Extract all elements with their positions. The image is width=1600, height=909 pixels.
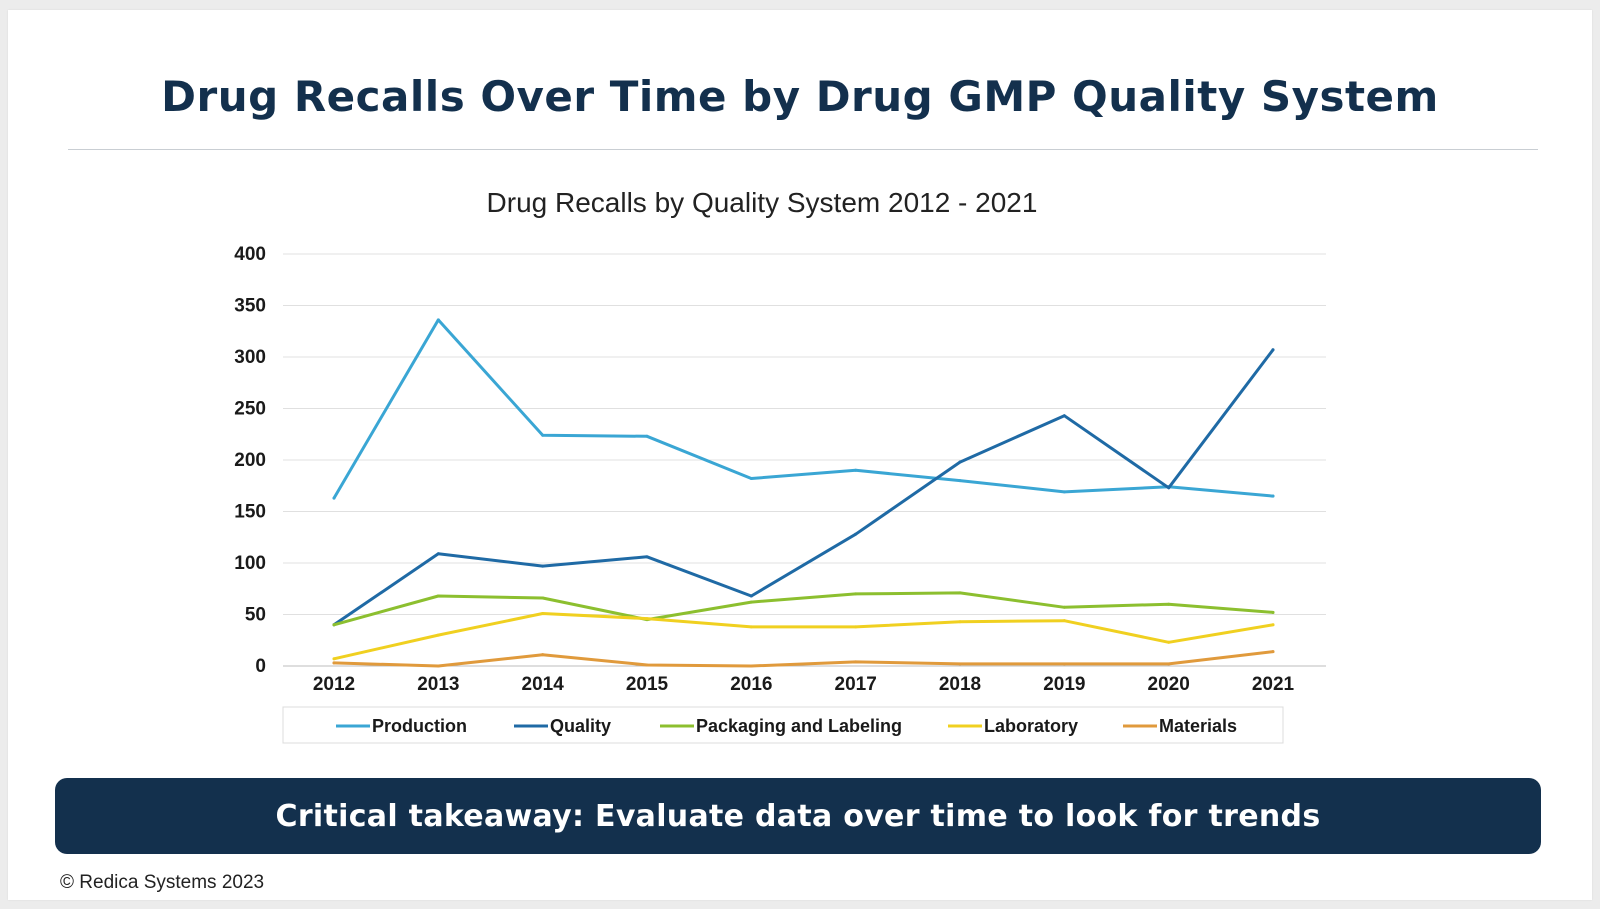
data-point-quality-2019: [1062, 414, 1066, 418]
y-tick-label: 50: [245, 605, 266, 626]
series-line-packaging-and-labeling: [332, 591, 1275, 627]
data-point-packaging-and-labeling-2014: [541, 596, 545, 600]
data-point-quality-2020: [1167, 486, 1171, 490]
y-tick-label: 350: [234, 296, 266, 317]
y-tick-label: 150: [234, 502, 266, 523]
legend-label-materials: Materials: [1159, 716, 1237, 736]
data-point-production-2016: [749, 477, 753, 481]
x-tick-label-2013: 2013: [417, 674, 459, 695]
data-point-materials-2017: [854, 660, 858, 664]
copyright-notice: © Redica Systems 2023: [60, 872, 265, 893]
y-tick-label: 400: [234, 244, 266, 265]
data-point-materials-2016: [749, 664, 753, 668]
data-point-production-2014: [541, 433, 545, 437]
legend-label-packaging-and-labeling: Packaging and Labeling: [696, 716, 902, 736]
data-point-laboratory-2019: [1062, 619, 1066, 623]
data-point-materials-2019: [1062, 662, 1066, 666]
data-point-materials-2014: [541, 653, 545, 657]
data-point-laboratory-2015: [645, 617, 649, 621]
series-line-production: [332, 318, 1275, 500]
data-point-laboratory-2014: [541, 611, 545, 615]
data-point-production-2013: [436, 318, 440, 322]
data-point-quality-2015: [645, 555, 649, 559]
legend-label-production: Production: [372, 716, 467, 736]
legend-box: [282, 706, 1284, 744]
data-point-quality-2013: [436, 552, 440, 556]
data-point-laboratory-2017: [854, 625, 858, 629]
data-point-packaging-and-labeling-2016: [749, 600, 753, 604]
data-point-materials-2013: [436, 664, 440, 668]
data-point-materials-2015: [645, 663, 649, 667]
data-point-production-2018: [958, 479, 962, 483]
data-point-laboratory-2021: [1271, 623, 1275, 627]
data-point-packaging-and-labeling-2021: [1271, 610, 1275, 614]
data-point-packaging-and-labeling-2017: [854, 592, 858, 596]
y-tick-label: 250: [234, 399, 266, 420]
data-point-packaging-and-labeling-2012: [332, 623, 336, 627]
data-point-quality-2021: [1271, 348, 1275, 352]
data-point-production-2017: [854, 468, 858, 472]
chart-title: Drug Recalls by Quality System 2012 - 20…: [487, 187, 1038, 218]
x-tick-label-2015: 2015: [626, 674, 669, 695]
y-axis-tick-labels: 0 50 100 150 200 250 300 350 400: [234, 244, 266, 677]
series-line-quality: [332, 348, 1275, 627]
x-tick-label-2019: 2019: [1043, 674, 1085, 695]
takeaway-text: Critical takeaway: Evaluate data over ti…: [275, 798, 1321, 834]
x-tick-label-2021: 2021: [1252, 674, 1295, 695]
data-point-quality-2016: [749, 594, 753, 598]
series-lines: [332, 318, 1275, 668]
x-tick-label-2017: 2017: [835, 674, 877, 695]
x-tick-label-2018: 2018: [939, 674, 981, 695]
title-divider: [68, 149, 1538, 150]
data-point-laboratory-2012: [332, 657, 336, 661]
y-tick-label: 100: [234, 553, 266, 574]
data-point-packaging-and-labeling-2019: [1062, 605, 1066, 609]
data-point-quality-2018: [958, 460, 962, 464]
data-point-production-2012: [332, 496, 336, 500]
slide: Drug Recalls Over Time by Drug GMP Quali…: [8, 10, 1592, 900]
y-tick-label: 300: [234, 347, 266, 368]
data-point-production-2021: [1271, 494, 1275, 498]
x-tick-label-2012: 2012: [313, 674, 355, 695]
takeaway-banner: Critical takeaway: Evaluate data over ti…: [55, 778, 1541, 854]
data-point-materials-2021: [1271, 650, 1275, 654]
legend-label-laboratory: Laboratory: [984, 716, 1078, 736]
x-axis-tick-labels: 2012 2013 2014 2015 2016 2017 2018 2019 2020 2021: [313, 674, 1295, 695]
slide-title: Drug Recalls Over Time by Drug GMP Quali…: [161, 72, 1439, 121]
data-point-production-2015: [645, 434, 649, 438]
y-tick-label: 0: [255, 656, 266, 677]
data-point-packaging-and-labeling-2013: [436, 594, 440, 598]
data-point-materials-2018: [958, 662, 962, 666]
x-tick-label-2020: 2020: [1148, 674, 1190, 695]
line-chart: Drug Recalls by Quality System 2012 - 20…: [234, 187, 1326, 744]
series-line-laboratory: [332, 612, 1275, 661]
x-tick-label-2014: 2014: [522, 674, 565, 695]
x-tick-label-2016: 2016: [730, 674, 772, 695]
data-point-packaging-and-labeling-2018: [958, 591, 962, 595]
gridlines: [283, 253, 1326, 667]
y-tick-label: 200: [234, 450, 266, 471]
data-point-materials-2012: [332, 661, 336, 665]
data-point-laboratory-2016: [749, 625, 753, 629]
data-point-laboratory-2013: [436, 633, 440, 637]
legend-label-quality: Quality: [550, 716, 611, 736]
data-point-materials-2020: [1167, 662, 1171, 666]
data-point-quality-2014: [541, 564, 545, 568]
data-point-production-2019: [1062, 490, 1066, 494]
data-point-packaging-and-labeling-2020: [1167, 602, 1171, 606]
series-line-materials: [332, 650, 1275, 668]
data-point-laboratory-2018: [958, 620, 962, 624]
legend: Production Quality Packaging and Labeling L…: [282, 706, 1284, 744]
data-point-laboratory-2020: [1167, 640, 1171, 644]
data-point-quality-2017: [854, 532, 858, 536]
